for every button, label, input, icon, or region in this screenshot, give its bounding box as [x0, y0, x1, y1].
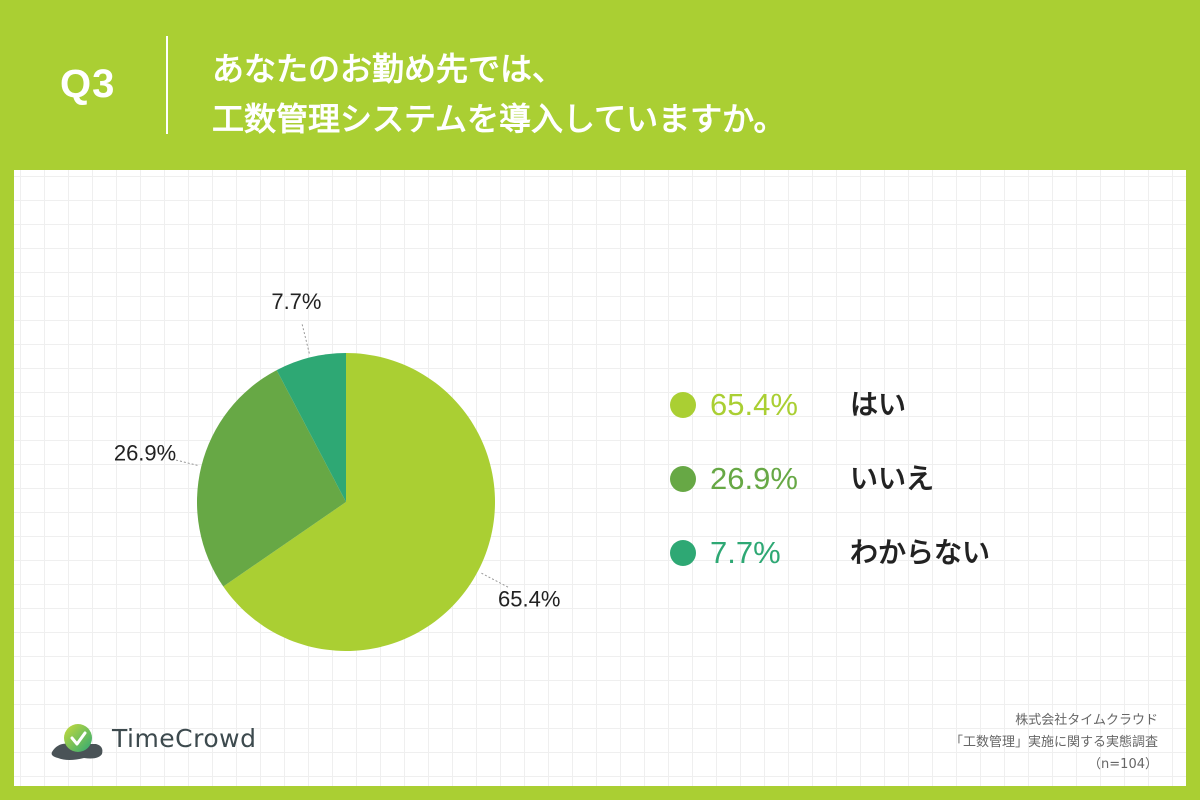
legend: 65.4% はい 26.9% いいえ 7.7% わからない	[670, 382, 1070, 604]
pie-label-yes: 65.4%	[498, 586, 560, 611]
pie-label-no: 26.9%	[114, 440, 176, 465]
header: Q3 あなたのお勤め先では、 工数管理システムを導入していますか。	[0, 0, 1200, 170]
legend-percent-yes: 65.4%	[710, 387, 798, 422]
source-survey-title: 「工数管理」実施に関する実態調査	[949, 735, 1158, 750]
header-divider	[166, 36, 168, 134]
legend-dot-yes	[670, 392, 696, 418]
pie-slice-unknown	[276, 353, 346, 502]
legend-item-no: 26.9% いいえ	[670, 456, 1070, 530]
legend-item-yes: 65.4% はい	[670, 382, 1070, 456]
legend-label-no: いいえ	[850, 462, 935, 495]
source-note: 株式会社タイムクラウド 「工数管理」実施に関する実態調査 （n=104）	[950, 710, 1158, 776]
pie-chart: 65.4% 26.9% 7.7%	[114, 289, 560, 651]
question-number: Q3	[60, 62, 116, 106]
question-title-line-2: 工数管理システムを導入していますか。	[212, 100, 786, 138]
source-company: 株式会社タイムクラウド	[1015, 713, 1158, 728]
legend-dot-unknown	[670, 540, 696, 566]
pie-leader-unknown	[301, 324, 310, 354]
legend-percent-no: 26.9%	[710, 461, 798, 496]
legend-item-unknown: 7.7% わからない	[670, 530, 1070, 604]
chart-card: 65.4% 26.9% 7.7% 65.4% はい 26.9% いいえ 7.7% わ…	[14, 170, 1186, 786]
legend-label-yes: はい	[850, 388, 907, 421]
pie-leader-no	[168, 457, 198, 466]
timecrowd-logo-icon	[51, 724, 103, 760]
pie-leader-yes	[481, 572, 509, 588]
question-title-line-1: あなたのお勤め先では、	[212, 50, 565, 88]
legend-percent-unknown: 7.7%	[710, 535, 781, 570]
timecrowd-logo: TimeCrowd	[48, 718, 278, 764]
logo-text: TimeCrowd	[112, 724, 257, 753]
legend-label-unknown: わからない	[850, 536, 991, 569]
pie-slice-no	[196, 370, 346, 587]
legend-dot-no	[670, 466, 696, 492]
question-title: あなたのお勤め先では、 工数管理システムを導入していますか。	[212, 44, 1172, 144]
source-sample-size: （n=104）	[1088, 757, 1158, 772]
pie-label-unknown: 7.7%	[271, 289, 321, 314]
pie-slice-yes	[223, 353, 496, 651]
